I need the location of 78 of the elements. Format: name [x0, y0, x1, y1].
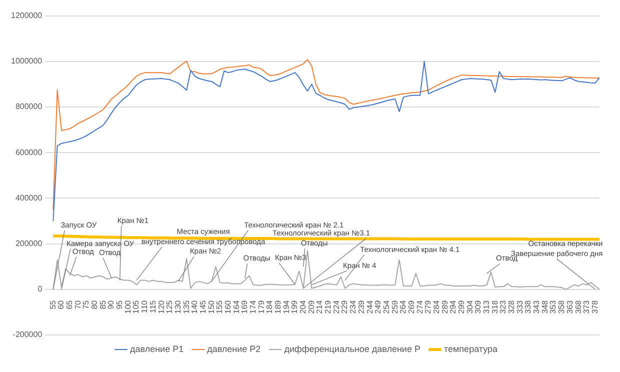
x-tick-label: 145: [198, 300, 208, 314]
y-tick-label: 1000000: [10, 56, 43, 66]
x-tick-label: 150: [206, 300, 216, 314]
x-tick-label: 164: [232, 300, 241, 314]
x-tick-label: 110: [140, 300, 150, 314]
x-tick-label: 318: [490, 300, 500, 314]
y-tick-label: 1200000: [10, 11, 43, 20]
legend-label: давление P1: [130, 344, 184, 354]
x-tick-label: 75: [82, 300, 91, 310]
x-tick-label: 304: [465, 300, 474, 314]
x-tick-label: 363: [565, 300, 574, 314]
x-tick-label: 368: [574, 300, 583, 314]
x-tick-label: 169: [240, 300, 250, 314]
x-tick-label: 160: [223, 300, 232, 314]
x-tick-label: 204: [298, 300, 308, 314]
legend-label: давление P2: [207, 344, 261, 354]
legend-label: дифференциальное давление P: [284, 344, 420, 354]
x-tick-label: 264: [398, 300, 408, 314]
y-tick-label: 800000: [15, 102, 43, 112]
x-tick-label: 214: [315, 300, 324, 314]
x-tick-label: 189: [274, 300, 283, 314]
x-tick-label: 174: [248, 300, 258, 314]
y-tick-label: 0: [38, 284, 43, 294]
x-tick-label: 85: [98, 300, 108, 310]
x-tick-label: 219: [324, 300, 333, 314]
x-tick-label: 184: [265, 300, 274, 314]
x-tick-label: 105: [132, 300, 141, 314]
x-tick-label: 55: [48, 300, 58, 310]
x-tick-label: 274: [415, 300, 424, 314]
x-tick-label: 100: [123, 300, 132, 314]
x-tick-label: 199: [290, 300, 300, 314]
x-tick-label: 284: [432, 300, 441, 314]
x-tick-label: 299: [456, 300, 466, 314]
x-tick-label: 373: [582, 300, 592, 314]
x-tick-label: 80: [90, 300, 100, 310]
x-tick-label: 120: [156, 300, 166, 314]
x-tick-label: 140: [190, 300, 200, 314]
x-tick-label: 155: [215, 300, 224, 314]
x-tick-label: 229: [340, 300, 350, 314]
x-tick-label: 353: [548, 300, 558, 314]
y-tick-label: 600000: [15, 148, 43, 157]
x-tick-label: 234: [348, 300, 358, 314]
x-tick-label: 254: [382, 300, 391, 314]
x-tick-label: 269: [406, 300, 416, 314]
x-tick-label: 309: [474, 300, 483, 314]
x-tick-label: 90: [106, 300, 116, 310]
x-tick-label: 125: [165, 300, 174, 314]
x-tick-label: 130: [173, 300, 182, 314]
x-tick-label: 323: [498, 300, 508, 314]
x-tick-label: 194: [282, 300, 291, 314]
x-tick-label: 294: [448, 300, 458, 314]
x-tick-label: 279: [424, 300, 433, 314]
x-tick-label: 249: [374, 300, 383, 314]
x-tick-label: 259: [390, 300, 400, 314]
legend-label: температура: [444, 344, 498, 354]
x-tick-label: 333: [515, 300, 524, 314]
x-tick-label: 378: [590, 300, 600, 314]
x-tick-label: 135: [182, 300, 191, 314]
x-tick-label: 338: [524, 300, 533, 314]
x-tick-label: 65: [65, 300, 74, 310]
x-tick-label: 115: [148, 300, 158, 314]
x-tick-label: 358: [557, 300, 566, 314]
y-tick-label: -200000: [12, 330, 43, 340]
x-tick-label: 313: [482, 300, 492, 314]
x-tick-label: 289: [440, 300, 450, 314]
x-tick-label: 343: [532, 300, 542, 314]
y-tick-label: 200000: [15, 239, 43, 248]
x-tick-label: 224: [332, 300, 341, 314]
x-tick-label: 328: [507, 300, 516, 314]
x-tick-label: 60: [56, 300, 66, 310]
x-tick-label: 95: [115, 300, 124, 310]
x-tick-label: 244: [365, 300, 374, 314]
x-tick-label: 348: [540, 300, 550, 314]
x-tick-label: 70: [73, 300, 82, 310]
x-tick-label: 179: [256, 300, 266, 314]
x-tick-label: 209: [306, 300, 316, 314]
y-tick-label: 400000: [15, 193, 43, 202]
x-tick-label: 239: [356, 300, 366, 314]
